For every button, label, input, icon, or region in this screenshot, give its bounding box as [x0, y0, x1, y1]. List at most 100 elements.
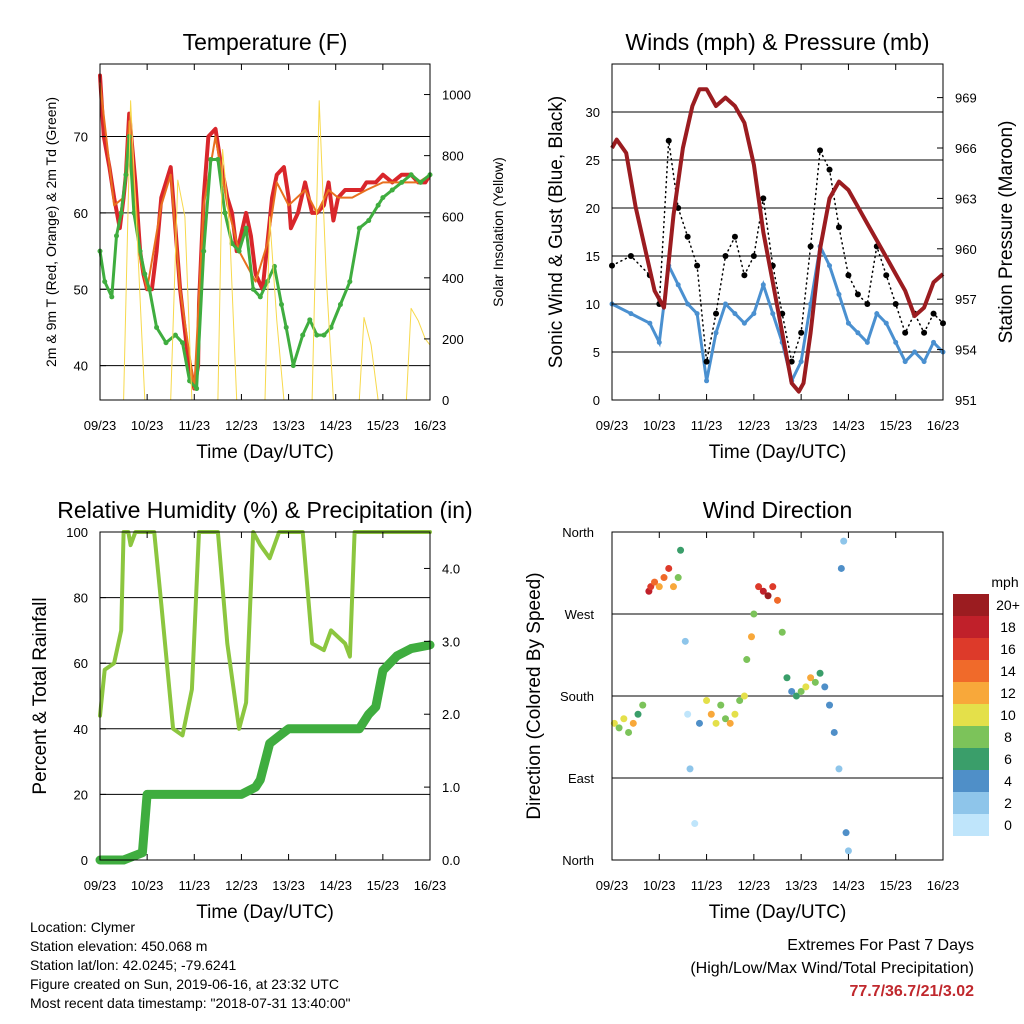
latlon-text: Station lat/lon: 42.0245; -79.6241 — [30, 957, 237, 973]
colorbar-label: 12 — [1000, 685, 1016, 701]
point-direction — [842, 829, 850, 837]
colorbar-swatch — [953, 726, 989, 748]
location-text: Location: Clymer — [30, 919, 136, 935]
point-wind — [893, 339, 899, 345]
point-gust — [892, 301, 899, 307]
y-tick-label-right: 969 — [955, 91, 977, 106]
y-tick-label-right: 200 — [442, 332, 464, 347]
plot-frame — [99, 531, 431, 861]
x-tick-label: 16/23 — [927, 878, 960, 893]
point-dewpoint — [236, 248, 242, 254]
point-gust — [817, 147, 824, 154]
y-tick-label: 10 — [586, 297, 600, 312]
point-direction — [686, 765, 694, 773]
y-tick-label: South — [560, 689, 594, 704]
point-direction — [788, 687, 796, 695]
x-tick-label: 13/23 — [272, 878, 305, 893]
x-tick-label: 15/23 — [367, 418, 400, 433]
x-tick-label: 16/23 — [414, 418, 447, 433]
point-dewpoint — [154, 324, 160, 330]
colorbar-swatch — [953, 704, 989, 726]
point-wind — [647, 320, 653, 326]
x-tick-label: 10/23 — [643, 878, 676, 893]
point-direction — [634, 710, 642, 718]
panel-winds: 09/23 10/23 11/23 12/23 13/23 14/23 15/23 16/23… — [546, 29, 1017, 463]
point-direction — [747, 633, 755, 641]
point-direction — [840, 537, 848, 545]
point-gust — [902, 329, 909, 336]
x-tick-label: 15/23 — [879, 878, 912, 893]
point-direction — [783, 674, 791, 682]
point-dewpoint — [102, 279, 108, 285]
point-direction — [792, 692, 800, 700]
point-wind — [704, 378, 710, 384]
point-gust — [807, 243, 814, 250]
point-direction — [629, 719, 637, 727]
x-tick-label: 11/23 — [691, 878, 723, 893]
point-wind — [694, 311, 700, 317]
y-tick-label: 70 — [74, 130, 88, 145]
point-gust — [798, 329, 805, 336]
point-gust — [703, 358, 710, 365]
y-tick-label-right: 400 — [442, 271, 464, 286]
point-wind — [902, 359, 908, 365]
y-tick-label: 40 — [74, 359, 88, 374]
extremes-box: Extremes For Past 7 Days (High/Low/Max W… — [690, 934, 974, 1003]
point-direction — [802, 683, 810, 691]
y-axis-label-right: Solar Insolation (Yellow) — [490, 157, 506, 307]
point-dewpoint — [194, 386, 200, 392]
point-direction — [691, 820, 699, 828]
y-tick-label: North — [562, 525, 594, 540]
y-tick-label: East — [568, 771, 594, 786]
point-wind — [713, 330, 719, 336]
point-direction — [615, 724, 623, 732]
colorbar-swatch — [953, 792, 989, 814]
colorbar-label: 8 — [1004, 729, 1012, 745]
point-dewpoint — [118, 210, 124, 216]
point-wind — [836, 291, 842, 297]
point-dewpoint — [375, 202, 381, 208]
point-direction — [835, 765, 843, 773]
point-direction — [764, 592, 772, 600]
y-tick-label: North — [562, 853, 594, 868]
point-wind — [628, 311, 634, 317]
y-tick-label: 0 — [593, 393, 600, 408]
point-dewpoint — [222, 210, 228, 216]
y-tick-label-right: 957 — [955, 292, 977, 307]
point-wind — [722, 301, 728, 307]
x-tick-label: 11/23 — [178, 878, 210, 893]
point-dewpoint — [418, 179, 424, 185]
point-dewpoint — [215, 156, 221, 162]
point-dewpoint — [126, 134, 132, 140]
point-dewpoint — [408, 172, 414, 178]
point-dewpoint — [389, 187, 395, 193]
point-direction — [759, 587, 767, 595]
point-direction — [684, 710, 692, 718]
colorbar-label: 16 — [1000, 641, 1016, 657]
y-axis-label: Sonic Wind & Gust (Blue, Black) — [546, 96, 567, 368]
y-tick-label: 20 — [586, 201, 600, 216]
x-tick-label: 14/23 — [319, 878, 352, 893]
y-tick-label: 60 — [74, 206, 88, 221]
point-dewpoint — [123, 172, 129, 178]
y-axis-label-right: Station Pressure (Maroon) — [996, 121, 1017, 344]
y-tick-label-right: 0 — [442, 393, 449, 408]
plot-frame — [99, 63, 431, 401]
point-direction — [707, 710, 715, 718]
y-tick-label: 25 — [586, 153, 600, 168]
x-tick-label: 12/23 — [738, 878, 771, 893]
y-tick-label: 5 — [593, 345, 600, 360]
x-tick-label: 09/23 — [84, 418, 117, 433]
point-wind — [931, 339, 937, 345]
series-temp_2m — [98, 73, 432, 391]
colorbar-label: 18 — [1000, 619, 1016, 635]
point-direction — [717, 701, 725, 709]
point-direction — [844, 847, 852, 855]
x-tick-label: 15/23 — [367, 878, 400, 893]
x-axis-label: Time (Day/UTC) — [709, 442, 847, 463]
y-tick-label-right: 966 — [955, 141, 977, 156]
point-wind — [864, 339, 870, 345]
point-dewpoint — [356, 225, 362, 231]
point-direction — [660, 574, 668, 582]
